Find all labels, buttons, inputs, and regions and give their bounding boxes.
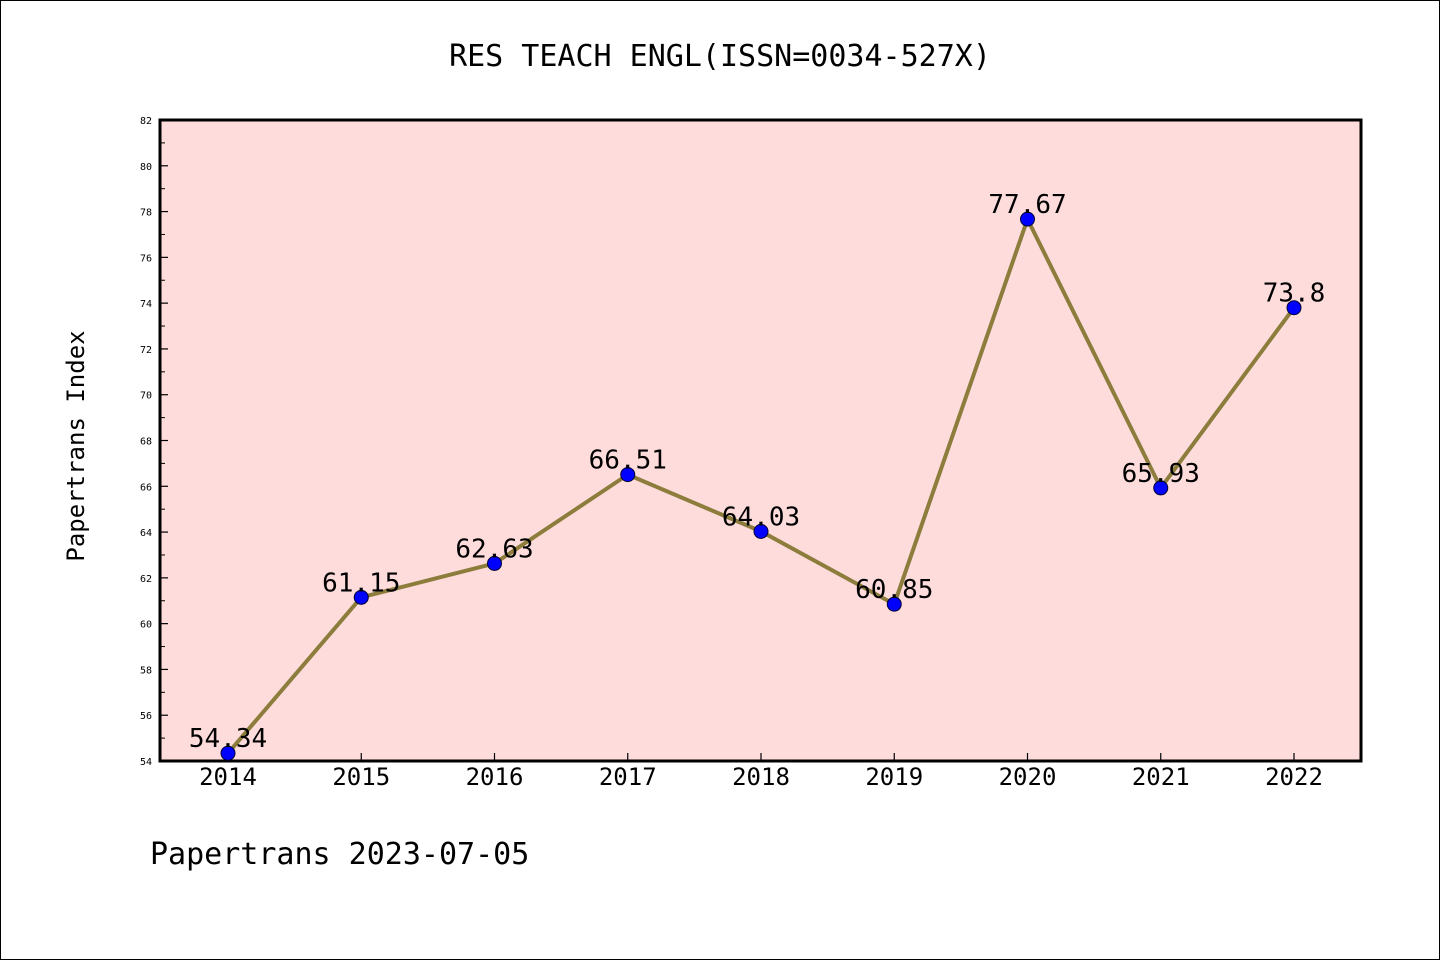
data-label: 73.8 (1263, 279, 1326, 309)
data-point (487, 555, 502, 571)
data-markers (220, 211, 1302, 761)
data-point (1286, 300, 1302, 316)
data-label: 65.93 (1122, 459, 1200, 489)
y-tick-label: 82 (140, 116, 152, 127)
y-tick-label: 78 (140, 208, 152, 219)
data-label: 66.51 (589, 446, 667, 476)
footer-credit: Papertrans 2023-07-05 (150, 837, 529, 872)
data-point (1153, 480, 1169, 496)
x-tick-label: 2016 (466, 763, 524, 791)
y-tick-label: 56 (140, 711, 152, 722)
y-tick-label: 62 (140, 574, 152, 585)
y-tick-label: 58 (140, 665, 152, 676)
y-tick-label: 66 (140, 482, 152, 493)
data-labels: 54.34 61.15 62.63 66.51 64.03 60.85 77.67 65.93… (189, 190, 1325, 754)
x-axis-ticks: 2014 2015 2016 2017 2018 2019 2020 2021 2022 (199, 753, 1323, 791)
chart-title: RES TEACH ENGL(ISSN=0034-527X) (449, 39, 991, 74)
data-label: 62.63 (455, 534, 533, 564)
data-label: 61.15 (322, 568, 400, 598)
x-tick-label: 2019 (865, 763, 923, 791)
y-tick-label: 68 (140, 437, 152, 448)
data-point (886, 596, 902, 612)
data-point (220, 745, 236, 761)
x-tick-label: 2022 (1265, 763, 1323, 791)
x-tick-label: 2021 (1132, 763, 1190, 791)
data-point (620, 467, 636, 483)
y-tick-label: 76 (140, 253, 152, 264)
x-tick-label: 2017 (599, 763, 657, 791)
data-label: 60.85 (855, 575, 933, 605)
data-label: 77.67 (988, 190, 1066, 220)
x-tick-label: 2018 (732, 763, 790, 791)
y-tick-label: 80 (140, 162, 152, 173)
y-tick-label: 64 (140, 528, 152, 539)
data-label: 64.03 (722, 502, 800, 532)
plot-area (158, 118, 1363, 763)
data-label: 54.34 (189, 724, 267, 754)
y-tick-label: 60 (140, 620, 152, 631)
x-tick-label: 2014 (199, 763, 257, 791)
y-axis-ticks: 54 56 58 60 62 64 66 68 70 72 74 76 78 80 82 (140, 116, 168, 768)
x-tick-label: 2020 (999, 763, 1057, 791)
y-tick-label: 72 (140, 345, 152, 356)
data-point (753, 523, 769, 539)
y-axis-label: Papertrans Index (62, 330, 90, 561)
y-tick-label: 70 (140, 391, 152, 402)
data-point (1020, 211, 1035, 227)
y-tick-label: 74 (140, 299, 152, 310)
y-tick-label: 54 (140, 757, 152, 768)
x-tick-label: 2015 (332, 763, 390, 791)
data-point (353, 589, 369, 605)
